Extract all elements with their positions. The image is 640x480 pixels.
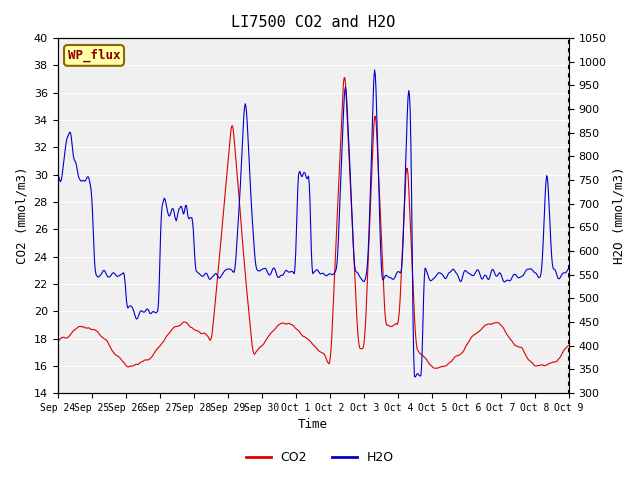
X-axis label: Time: Time bbox=[298, 419, 328, 432]
Text: WP_flux: WP_flux bbox=[68, 49, 120, 62]
Legend: CO2, H2O: CO2, H2O bbox=[241, 446, 399, 469]
Y-axis label: H2O (mmol/m3): H2O (mmol/m3) bbox=[612, 167, 625, 264]
Title: LI7500 CO2 and H2O: LI7500 CO2 and H2O bbox=[231, 15, 396, 30]
Y-axis label: CO2 (mmol/m3): CO2 (mmol/m3) bbox=[15, 167, 28, 264]
